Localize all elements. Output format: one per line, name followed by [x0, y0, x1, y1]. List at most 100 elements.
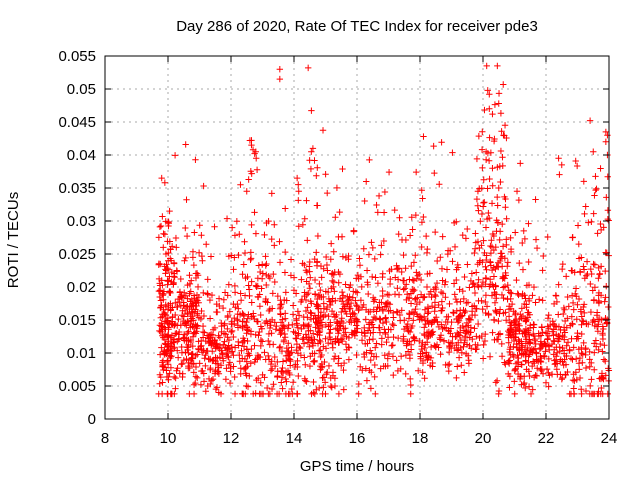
data-point — [325, 295, 333, 303]
data-point — [450, 280, 458, 287]
data-point — [498, 291, 506, 299]
data-point — [345, 356, 353, 363]
data-point — [323, 261, 331, 269]
data-point — [296, 343, 303, 351]
data-point — [449, 149, 456, 156]
data-point — [202, 388, 209, 395]
data-point — [545, 355, 552, 363]
data-point — [593, 323, 601, 330]
data-point — [180, 356, 188, 364]
data-point — [580, 178, 587, 185]
data-point — [529, 386, 536, 393]
data-point — [337, 323, 344, 330]
data-point — [299, 336, 306, 343]
data-point — [288, 385, 295, 393]
data-point — [603, 282, 610, 290]
data-point — [532, 299, 539, 306]
data-point — [363, 377, 371, 384]
data-point — [489, 110, 496, 118]
data-point — [484, 87, 491, 94]
data-point — [228, 318, 235, 325]
data-point — [476, 185, 483, 192]
data-point — [166, 370, 173, 377]
data-point — [220, 341, 227, 348]
data-point — [602, 372, 609, 379]
data-point — [460, 295, 468, 303]
y-tick-label: 0.045 — [58, 114, 96, 131]
data-point — [257, 379, 264, 386]
data-point — [194, 283, 202, 291]
data-point — [306, 258, 313, 266]
data-point — [277, 297, 284, 304]
data-point — [545, 311, 552, 319]
data-point — [531, 337, 538, 344]
data-point — [226, 379, 234, 387]
data-point — [307, 274, 314, 281]
data-point — [463, 299, 470, 307]
data-point — [248, 221, 255, 229]
data-point — [353, 328, 360, 336]
data-point — [503, 241, 510, 249]
data-point — [441, 281, 449, 288]
data-point — [315, 314, 322, 321]
data-point — [423, 283, 431, 291]
data-point — [549, 328, 556, 335]
data-point — [230, 352, 237, 359]
data-point — [420, 133, 427, 140]
data-point — [214, 368, 222, 375]
data-point — [320, 300, 327, 307]
data-point — [192, 373, 200, 380]
data-point — [251, 150, 258, 157]
data-point — [475, 297, 482, 305]
data-point — [237, 290, 244, 297]
data-point — [512, 229, 519, 236]
data-point — [481, 337, 489, 345]
data-point — [159, 313, 166, 320]
data-point — [582, 387, 590, 395]
data-point — [187, 298, 194, 305]
data-point — [158, 320, 165, 327]
data-point — [462, 330, 469, 337]
data-point — [519, 330, 526, 337]
data-point — [207, 253, 215, 260]
data-point — [418, 219, 426, 226]
data-point — [338, 288, 346, 296]
data-point — [295, 223, 302, 230]
data-point — [357, 363, 364, 370]
data-point — [180, 299, 187, 306]
data-point — [591, 192, 598, 199]
data-point — [267, 360, 275, 368]
data-point — [360, 245, 367, 252]
data-point — [578, 350, 585, 357]
data-point — [195, 299, 202, 306]
data-point — [533, 244, 541, 252]
data-point — [309, 145, 317, 152]
data-point — [409, 226, 416, 233]
data-point — [235, 338, 242, 346]
data-point — [354, 289, 361, 296]
data-point — [354, 318, 361, 326]
data-point — [265, 356, 273, 363]
data-point — [498, 340, 505, 348]
data-point — [575, 346, 583, 353]
data-point — [587, 265, 594, 273]
y-tick-label: 0.005 — [58, 378, 96, 395]
data-point — [176, 328, 183, 336]
data-point — [506, 384, 513, 391]
data-point — [346, 305, 353, 313]
y-tick-label: 0 — [88, 411, 96, 428]
data-point — [414, 272, 422, 279]
data-point — [503, 134, 510, 142]
data-point — [318, 274, 325, 281]
data-point — [407, 300, 415, 307]
data-point — [502, 317, 510, 324]
data-point — [202, 362, 209, 370]
data-point — [485, 209, 492, 217]
data-point — [412, 211, 420, 219]
data-point — [530, 346, 537, 353]
data-point — [322, 345, 330, 352]
data-point — [205, 335, 212, 342]
data-point — [199, 334, 207, 341]
data-point — [348, 329, 355, 336]
